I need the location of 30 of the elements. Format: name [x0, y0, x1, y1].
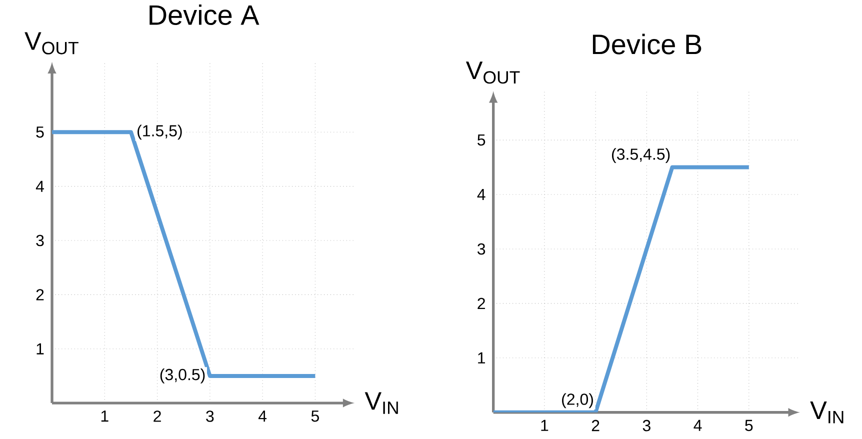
x-tick-label: 4 — [258, 410, 267, 422]
x-tick-label: 5 — [745, 420, 753, 432]
y-tick-label: 1 — [36, 343, 44, 354]
annotation: (3.5,4.5) — [612, 148, 670, 163]
y-tick-label: 3 — [36, 234, 44, 246]
chart-title: Device A — [150, 4, 260, 25]
x-tick-label: 5 — [311, 410, 319, 422]
y-axis-title: V$_{OUT}$ — [466, 62, 520, 84]
x-tick-label: 2 — [592, 420, 600, 432]
y-tick-label: 1 — [478, 352, 485, 364]
y-tick-label: 5 — [478, 134, 486, 146]
x-tick-label: 3 — [206, 410, 214, 422]
annotation: (1.5,5) — [138, 124, 182, 140]
y-tick-label: 4 — [36, 180, 44, 192]
x-tick-label: 1 — [101, 410, 108, 422]
y-tick-label: 2 — [36, 289, 44, 300]
x-axis-title: V$_{IN}$ — [810, 402, 844, 424]
y-tick-label: 5 — [36, 126, 44, 138]
x-tick-label: 4 — [694, 420, 702, 431]
annotation: (3,0.5) — [160, 368, 205, 384]
x-tick-label: 1 — [541, 420, 548, 431]
y-tick-label: 3 — [477, 243, 486, 255]
x-tick-label: 3 — [642, 420, 650, 432]
x-axis-title: V$_{IN}$ — [364, 392, 398, 414]
y-axis-title: V$_{OUT}$ — [24, 32, 78, 54]
y-tick-label: 2 — [478, 298, 485, 310]
y-tick-label: 4 — [477, 189, 486, 200]
annotation: (2,0) — [562, 393, 593, 408]
chart-title: Device B — [592, 34, 702, 54]
x-tick-label: 2 — [154, 410, 161, 422]
